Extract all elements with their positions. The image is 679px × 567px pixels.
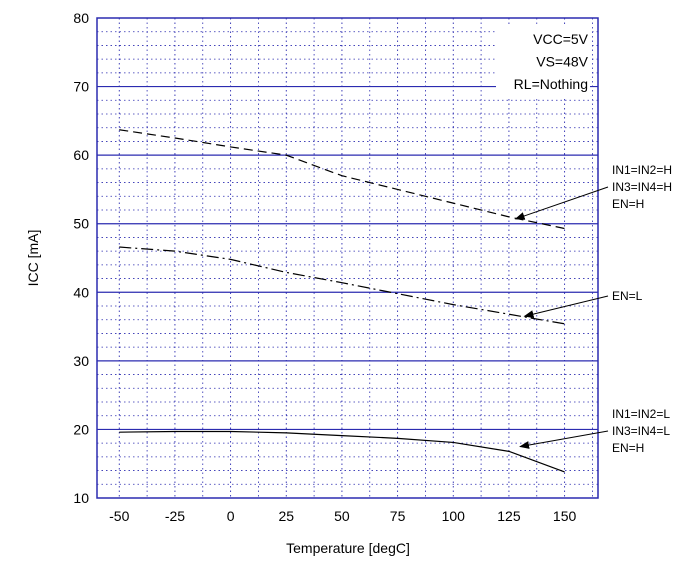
condition-label: RL=Nothing [514,76,588,92]
y-tick-label: 60 [73,147,89,163]
annotation-label: IN3=IN4=L [612,424,670,438]
x-tick-label: 150 [553,508,577,524]
x-tick-label: 75 [390,508,406,524]
series-line-2 [119,246,565,325]
conditions-box: VCC=5V VS=48V RL=Nothing [496,26,590,98]
conditions-background [496,26,590,98]
y-tick-label: 10 [73,490,89,506]
annotation-arrow [523,295,609,319]
y-tick-label: 40 [73,284,89,300]
y-tick-label: 20 [73,421,89,437]
y-tick-label: 70 [73,79,89,95]
minor-grid [97,18,598,498]
annotation-label: EN=H [612,441,644,455]
x-axis-title: Temperature [degC] [286,540,410,556]
x-tick-label: 50 [334,508,350,524]
major-grid [97,85,598,431]
x-tick-label: 125 [497,508,521,524]
condition-label: VCC=5V [533,31,589,47]
annotation-label: IN1=IN2=H [612,163,672,177]
x-tick-label: -25 [165,508,185,524]
annotations: IN1=IN2=H IN3=IN4=H EN=H EN=L IN1=IN2=L IN3=I… [514,163,672,455]
series-layer [119,129,565,473]
annotation-label: IN3=IN4=H [612,180,672,194]
x-tick-label: 25 [278,508,294,524]
annotation-arrow [514,186,609,220]
tick-labels: -50 -25 0 25 50 75 100 125 150 10 20 30 40 50 60 70 80 [73,10,576,524]
condition-label: VS=48V [536,54,588,70]
x-tick-label: -50 [109,508,129,524]
y-tick-label: 50 [73,216,89,232]
y-tick-label: 80 [73,10,89,26]
x-tick-label: 100 [442,508,466,524]
x-tick-label: 0 [227,508,235,524]
annotation-arrow [519,430,609,449]
annotation-label: EN=H [612,197,644,211]
annotation-label: EN=L [612,289,643,303]
series-line-1 [119,129,565,230]
annotation-label: IN1=IN2=L [612,407,670,421]
plot-frame [96,17,599,499]
series-line-3 [119,430,565,473]
y-tick-label: 30 [73,353,89,369]
y-axis-title: ICC [mA] [25,230,41,287]
